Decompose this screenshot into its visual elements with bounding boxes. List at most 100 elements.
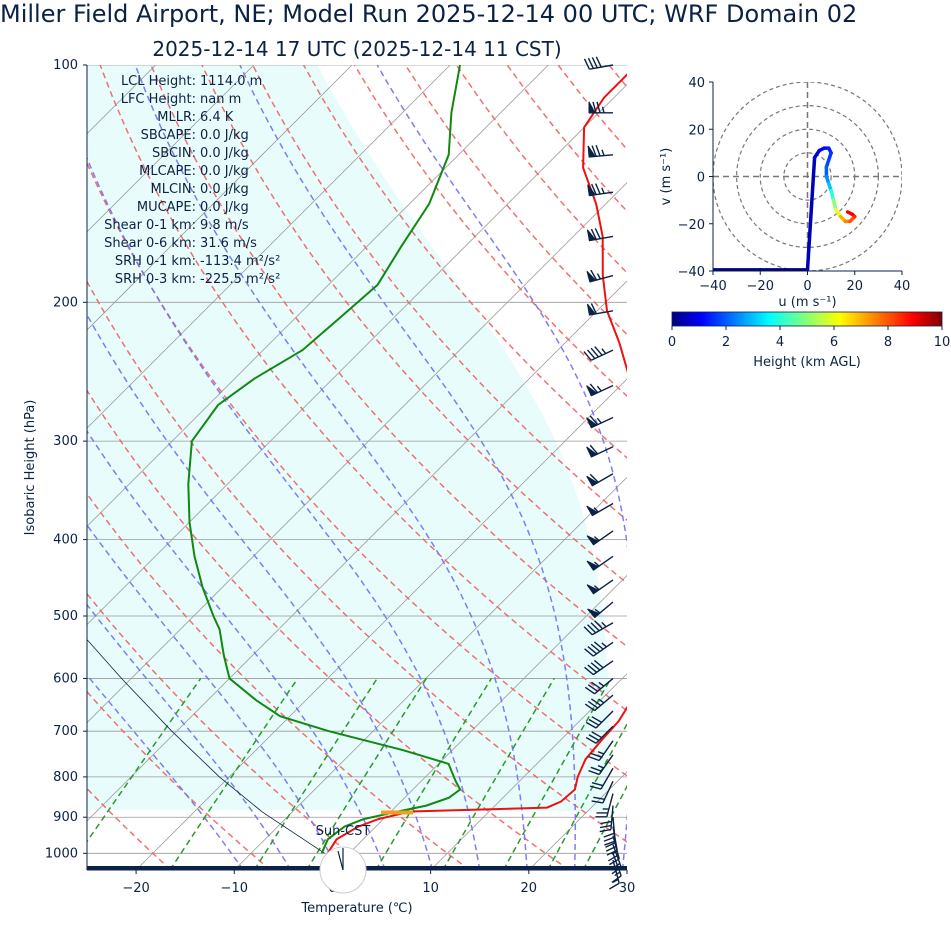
hodo-x-label: u (m s⁻¹)	[778, 295, 836, 310]
wind-barb	[585, 710, 614, 729]
wind-barb-full	[591, 800, 603, 804]
wind-barb-full	[599, 828, 612, 833]
wind-barb-full	[590, 347, 600, 358]
index-row: Shear 0-1 km: 9.8 m/s	[92, 217, 280, 235]
wind-barb-full	[592, 101, 597, 114]
isotherm-10	[430, 673, 627, 870]
temperature-line	[326, 73, 627, 854]
wind-barb-full	[583, 351, 592, 361]
y-tick-label: 400	[53, 533, 78, 548]
index-value: 6.4 K	[200, 110, 234, 125]
index-value: 0.0 J/kg	[200, 182, 249, 197]
y-tick-label: 500	[53, 609, 78, 624]
moist-adiabat	[87, 429, 387, 870]
wind-barb-full	[591, 716, 603, 723]
colorbar-label: Height (km AGL)	[753, 355, 861, 370]
wind-barb-full	[594, 228, 601, 239]
index-label: SRH 0-3 km:	[114, 272, 196, 287]
wind-barb-full	[611, 866, 622, 875]
index-label: SBCAPE:	[140, 128, 196, 143]
index-value: 31.6 m/s	[200, 236, 257, 251]
wind-barb-full	[593, 659, 604, 669]
index-value: 0.0 J/kg	[200, 200, 249, 215]
wind-barb-full	[600, 820, 612, 825]
isotherm-30	[626, 869, 627, 870]
wind-barb-full	[590, 766, 602, 772]
wind-barb	[586, 228, 614, 242]
moist-adiabat	[87, 523, 339, 870]
wind-barb	[586, 555, 614, 571]
isotherm--90	[87, 65, 255, 233]
wind-barb	[595, 793, 614, 818]
wind-barb	[583, 56, 614, 70]
wind-barb-full	[589, 473, 599, 483]
wind-barb-flag	[587, 145, 596, 158]
hodograph-plot	[713, 82, 902, 271]
index-label: MLCIN:	[150, 182, 196, 197]
wind-barb	[586, 579, 614, 595]
wind-barb-half	[601, 187, 605, 194]
wind-barb-full	[589, 444, 599, 455]
wind-barb-flag	[586, 303, 597, 316]
mixing-ratio-line	[87, 677, 202, 843]
wind-barb	[586, 383, 614, 397]
wind-barb-full	[587, 664, 598, 673]
hodo-x-tick-label: −20	[747, 279, 774, 294]
wind-barb	[587, 145, 614, 158]
wind-barb	[586, 530, 614, 546]
index-row: LCL Height: 1114.0 m	[92, 73, 280, 91]
y-tick-label: 800	[53, 770, 78, 785]
x-tick-label: 10	[422, 881, 439, 896]
mixing-ratio-line	[582, 784, 627, 870]
wind-barb-full	[587, 645, 598, 655]
wind-barb-half	[596, 273, 602, 280]
hodo-y-tick-label: −40	[678, 265, 705, 280]
wind-barb	[584, 677, 614, 695]
wind-barb-half	[596, 385, 602, 392]
hodo-y-tick-label: 20	[688, 123, 705, 138]
wind-barb-shaft	[612, 844, 622, 868]
index-value: -113.4 m²/s²	[200, 254, 281, 269]
wind-barb-flag	[586, 560, 600, 571]
dry-adiabat	[252, 65, 627, 522]
mixing-ratio-line	[547, 722, 627, 870]
wind-barb-half	[593, 507, 599, 513]
chart-subtitle: 2025-12-14 17 UTC (2025-12-14 11 CST)	[152, 37, 562, 61]
y-tick-label: 900	[53, 810, 78, 825]
colorbar-tick-label: 10	[934, 335, 951, 350]
isotherm--20	[135, 378, 627, 870]
wind-barb	[586, 303, 614, 316]
isotherm--10	[233, 476, 627, 870]
dry-adiabat	[99, 65, 627, 712]
index-row: MLCAPE: 0.0 J/kg	[92, 163, 280, 181]
hodo-y-tick-label: −20	[678, 218, 705, 233]
wind-barb-full	[590, 752, 602, 758]
hodo-y-label: v (m s⁻¹)	[659, 148, 674, 206]
index-value: 0.0 J/kg	[200, 128, 249, 143]
wind-barb-full	[604, 840, 616, 846]
hodo-x-tick-label: 20	[846, 279, 863, 294]
colorbar	[671, 311, 943, 327]
wind-barb-full	[583, 58, 590, 70]
wind-barb-full	[588, 718, 600, 726]
wind-barb	[587, 183, 614, 197]
wind-barb-half	[612, 878, 619, 884]
wind-barb-full	[589, 383, 599, 394]
wind-barb	[583, 346, 614, 361]
dry-adiabat	[87, 161, 627, 777]
wind-barb-full	[589, 785, 602, 790]
index-label: MLCAPE:	[139, 164, 196, 179]
wind-barb-shaft	[598, 740, 614, 761]
wind-barb	[586, 502, 614, 517]
wind-barb-flag	[586, 475, 599, 487]
wind-barb-shaft	[612, 835, 620, 860]
index-value: nan m	[200, 92, 242, 107]
wind-barb	[586, 473, 614, 487]
x-tick-label: 20	[521, 881, 538, 896]
index-label: SBCIN:	[152, 146, 196, 161]
wind-barb-full	[590, 269, 598, 281]
wind-barb-full	[593, 641, 604, 650]
hodo-x-tick-label: −40	[699, 279, 726, 294]
isotherm--30	[87, 280, 627, 822]
